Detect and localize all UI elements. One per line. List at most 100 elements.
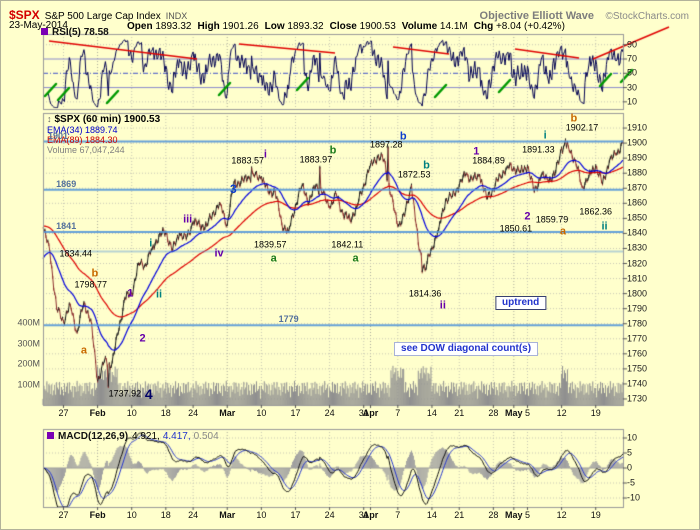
date-axis-label: 7 <box>395 408 401 418</box>
price-axis-label: 1750 <box>627 363 648 374</box>
indicator-icon <box>41 28 48 35</box>
date-axis-label: May <box>505 408 523 418</box>
price-callout: 1737.92 <box>108 388 142 399</box>
date-axis-label: 12 <box>556 408 567 418</box>
copyright-link[interactable]: ©StockCharts.com <box>605 11 689 22</box>
wave-annotation: b <box>91 267 99 280</box>
wave-annotation: a <box>270 252 277 265</box>
wave-annotation: b <box>570 112 578 125</box>
wave-annotation: a <box>80 344 87 357</box>
price-axis-label: 1740 <box>627 378 648 389</box>
price-axis-label: 1800 <box>627 288 648 299</box>
last-price: 1900.53 <box>123 114 161 125</box>
date-axis-label: 31 <box>358 510 369 520</box>
quote-field-high: High 1901.26 <box>197 21 259 32</box>
brand-text: Objective Elliott Wave <box>479 10 595 22</box>
date-axis-label: 10 <box>126 510 137 520</box>
wave-annotation: 4 <box>144 386 153 403</box>
macd-axis-label: -5 <box>627 477 636 488</box>
macd-panel-title: MACD(12,26,9) 4.921, 4.417, 0.504 <box>47 431 222 442</box>
price-axis-label: 1860 <box>627 197 648 208</box>
rsi-axis-label: 10 <box>627 96 638 107</box>
price-callout: 1814.36 <box>408 288 442 299</box>
price-panel-title: $SPX (60 min) <box>54 114 122 125</box>
date-axis-label: 5 <box>524 408 530 418</box>
price-callout: 1834.44 <box>59 248 93 259</box>
date-axis-label: 17 <box>290 510 301 520</box>
price-callout: 1883.97 <box>299 154 333 165</box>
annotation-box: see DOW diagonal count(s) <box>394 342 539 357</box>
wave-annotation: ii <box>439 299 446 312</box>
date-axis-label: 24 <box>324 510 335 520</box>
price-callout: 1891.33 <box>522 144 555 155</box>
date-axis-label: 7 <box>395 510 401 520</box>
rsi-axis-label: 90 <box>627 39 638 50</box>
price-axis-label: 1790 <box>627 303 648 314</box>
price-axis-label: 1870 <box>627 182 648 193</box>
wave-annotation: b <box>399 130 407 143</box>
date-axis-label: Feb <box>89 408 106 418</box>
volume-axis-label: 100M <box>17 379 40 389</box>
date-axis-label: 5 <box>524 510 530 520</box>
date-axis-label: 19 <box>590 510 601 520</box>
wave-annotation: b <box>329 144 337 157</box>
wave-annotation: i <box>149 237 153 250</box>
price-axis-label: 1850 <box>627 212 648 223</box>
ticker-name: S&P 500 Large Cap Index <box>44 11 161 22</box>
price-callout: 1859.79 <box>535 214 569 225</box>
wave-annotation: iii <box>183 213 193 226</box>
macd-value: 4.921, <box>132 431 160 442</box>
price-callout: 1884.89 <box>472 155 505 166</box>
date-axis-label: 10 <box>256 510 267 520</box>
price-axis-label: 1780 <box>627 318 648 329</box>
date-axis-label: 27 <box>58 510 69 520</box>
date-axis-label: 18 <box>160 510 171 520</box>
ticker-symbol: $SPX <box>9 8 40 22</box>
price-axis-label: 1760 <box>627 348 648 359</box>
wave-annotation: 1 <box>473 145 480 158</box>
price-axis-label: 1770 <box>627 333 648 344</box>
price-callout: 1902.17 <box>565 122 599 133</box>
date-axis-label: 28 <box>488 408 499 418</box>
chart-header: $SPX S&P 500 Large Cap Index INDX Object… <box>9 6 689 24</box>
date-axis-label: Apr <box>362 408 379 418</box>
wave-annotation: 3 <box>230 182 237 196</box>
wave-annotation: i <box>543 129 547 142</box>
date-axis-label: 21 <box>454 510 465 520</box>
date-axis-label: 14 <box>426 510 437 520</box>
macd-axis-label: 5 <box>627 447 633 458</box>
date-axis-label: 24 <box>188 408 199 418</box>
date-axis-label: 17 <box>290 408 301 418</box>
wave-annotation: a <box>559 225 566 238</box>
volume-legend: Volume 67,047,244 <box>47 145 125 155</box>
macd-axis-label: -10 <box>627 492 641 503</box>
wave-annotation: 2 <box>524 210 531 223</box>
ema34-legend: EMA(34) 1889.74 <box>47 125 118 135</box>
price-callout: 1862.36 <box>579 206 612 217</box>
price-callout: 1839.57 <box>253 239 287 250</box>
price-axis-label: 1890 <box>627 152 648 163</box>
level-label: 1779 <box>278 314 299 325</box>
wave-annotation: 1 <box>127 287 134 300</box>
level-label: 1841 <box>56 220 77 231</box>
ema89-legend: EMA(89) 1884.30 <box>47 135 118 145</box>
volume-axis-label: 400M <box>17 317 40 328</box>
date-axis-label: Mar <box>219 510 236 520</box>
annotation-box: uptrend <box>495 295 547 310</box>
rsi-axis-label: 30 <box>627 82 638 93</box>
quote-field-low: Low 1893.32 <box>264 21 324 32</box>
updown-arrows-icon: ↕ <box>47 114 52 124</box>
price-callout: 1897.28 <box>369 139 403 150</box>
chart-date: 23-May-2014 <box>9 20 68 31</box>
quote-summary-row: Open 1893.32 High 1901.26 Low 1893.32 Close… <box>127 21 571 32</box>
price-axis-label: 1910 <box>627 122 648 133</box>
level-label: 1901 <box>47 130 69 141</box>
rsi-panel-title: RSI(5) 78.58 <box>41 27 109 38</box>
price-callout: 1883.57 <box>231 155 264 166</box>
date-axis-label: 21 <box>454 408 465 418</box>
macd-axis-label: 0 <box>627 462 633 473</box>
wave-annotation: iv <box>214 247 224 260</box>
wave-annotation: b <box>423 159 430 172</box>
